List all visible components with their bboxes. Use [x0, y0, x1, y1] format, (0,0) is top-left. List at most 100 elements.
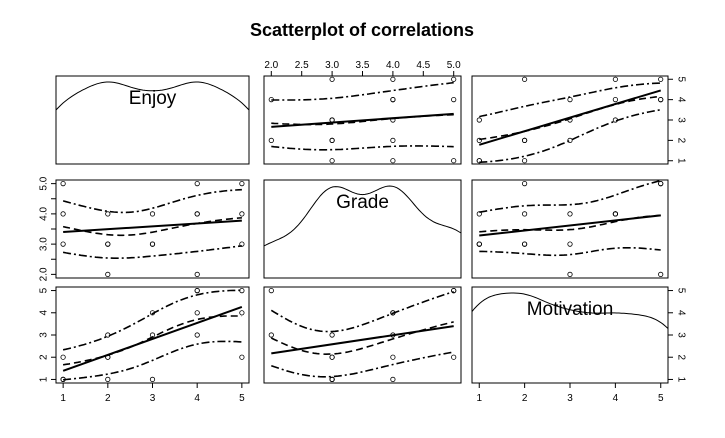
spread-upper-curve: [62, 188, 242, 214]
point: [390, 376, 396, 382]
point: [476, 241, 482, 247]
point: [60, 241, 66, 247]
x-tick-label: 2: [105, 393, 111, 404]
point: [521, 211, 528, 217]
spread-lower-curve: [63, 340, 242, 381]
point: [390, 137, 396, 143]
point: [521, 137, 528, 143]
panel-motivation-vs-enjoy-frame: [55, 286, 250, 384]
y-tick-label: 2: [39, 354, 50, 360]
point: [567, 271, 573, 277]
point: [194, 287, 200, 294]
point: [521, 76, 528, 82]
point: [149, 376, 156, 382]
x-tick-label: 1: [60, 393, 66, 404]
point: [567, 211, 573, 217]
point: [612, 97, 619, 103]
panel-grade-vs-grade-frame: [263, 179, 462, 279]
point: [105, 271, 111, 277]
point: [239, 354, 245, 360]
point: [329, 376, 335, 382]
panel-motivation-vs-grade-frame: [263, 286, 462, 384]
x-axis-bottom-motivation: 1 2 3 4 5: [476, 383, 664, 404]
point: [194, 181, 200, 187]
point: [194, 332, 200, 338]
x-tick-label: 2.0: [264, 60, 278, 71]
point: [451, 354, 457, 360]
x-tick-label: 3: [567, 393, 573, 404]
point: [451, 158, 457, 164]
x-tick-label: 2.5: [295, 60, 309, 71]
point: [60, 211, 66, 217]
point: [390, 97, 396, 103]
point: [658, 76, 664, 82]
point: [567, 137, 573, 143]
x-tick-label: 2: [522, 393, 528, 404]
point: [476, 158, 482, 164]
y-tick-label: 4: [676, 97, 687, 103]
panel-motivation-vs-enjoy: [55, 286, 250, 384]
point: [329, 76, 335, 82]
point: [149, 241, 156, 247]
density-curve-grade: [263, 185, 462, 247]
point: [612, 76, 619, 82]
point: [105, 376, 111, 382]
y-tick-label: 2: [676, 138, 687, 144]
panel-enjoy-vs-motivation-frame: [471, 75, 669, 165]
spread-upper-curve: [62, 289, 242, 351]
spread-lower-curve: [62, 245, 242, 259]
linear-fit-line: [478, 89, 662, 146]
smoother-curve: [479, 214, 661, 233]
x-tick-label: 5.0: [447, 60, 461, 71]
spread-upper-curve: [479, 180, 661, 213]
point: [476, 137, 482, 143]
point: [105, 211, 111, 217]
point: [194, 310, 200, 316]
x-tick-label: 3.5: [356, 60, 370, 71]
panel-grade-vs-motivation-frame: [471, 179, 669, 279]
x-tick-label: 4: [194, 393, 200, 404]
diagonal-label-grade: Grade: [336, 192, 389, 213]
x-tick-label: 4: [613, 393, 619, 404]
y-tick-label: 5: [676, 76, 687, 82]
spread-upper-curve: [270, 291, 454, 333]
diagonal-label-enjoy: Enjoy: [129, 88, 177, 109]
point: [239, 310, 245, 316]
y-tick-label: 4: [39, 310, 50, 316]
smoother-curve: [271, 113, 454, 126]
y-tick-label: 1: [39, 376, 50, 382]
spread-lower-curve: [271, 351, 454, 378]
panel-enjoy-vs-motivation: [471, 75, 669, 165]
density-curve-motivation: [471, 292, 669, 329]
y-axis-left-grade: 2.0 3.0 4.0 5.0: [39, 176, 56, 281]
x-axis-bottom-enjoy: 1 2 3 4 5: [60, 383, 245, 404]
linear-fit-line: [271, 325, 454, 355]
point: [268, 287, 274, 294]
y-axis-right-enjoy: 1 2 3 4 5: [668, 76, 687, 164]
y-tick-label: 4.0: [39, 206, 50, 220]
point: [329, 332, 335, 338]
point: [149, 211, 156, 217]
point: [60, 354, 66, 360]
point: [105, 241, 111, 247]
panel-enjoy-vs-enjoy-frame: [55, 75, 250, 165]
point: [329, 354, 335, 360]
y-tick-label: 3: [39, 332, 50, 338]
point: [239, 287, 245, 294]
point: [521, 158, 528, 164]
point: [239, 181, 245, 187]
y-tick-label: 5.0: [39, 176, 50, 190]
y-tick-label: 1: [676, 377, 687, 383]
point: [268, 137, 274, 143]
x-tick-label: 4.5: [416, 60, 430, 71]
point: [451, 97, 457, 103]
y-tick-label: 1: [676, 158, 687, 164]
panel-motivation-vs-grade: [263, 286, 462, 384]
panel-enjoy-vs-grade: [263, 75, 462, 165]
y-tick-label: 2.0: [39, 267, 50, 281]
point: [451, 76, 457, 82]
y-tick-label: 3: [676, 117, 687, 123]
point: [329, 158, 335, 164]
x-tick-label: 3: [150, 393, 156, 404]
